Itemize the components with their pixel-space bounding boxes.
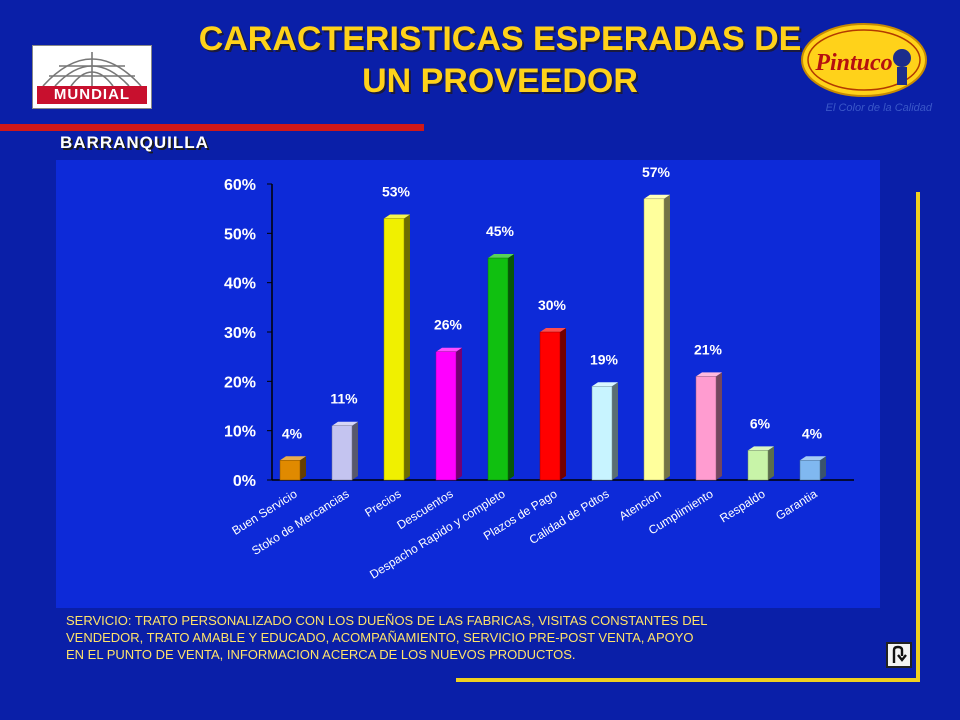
title-line-1: CARACTERISTICAS ESPERADAS DE [198,20,802,58]
bar-side [456,347,462,480]
bar-side [300,456,306,480]
data-label: 57% [642,164,671,180]
bar-chart: 0%10%20%30%40%50%60%4%Buen Servicio11%St… [224,164,854,582]
bar [747,450,769,481]
bar-top [644,194,670,199]
bar [799,460,821,481]
y-tick-label: 30% [224,325,256,342]
pintuco-logo-text: Pintuco [814,50,892,76]
bar-side [404,214,410,480]
bar-side [820,456,826,480]
data-label: 19% [590,351,619,367]
data-label: 4% [802,425,823,441]
return-arrow-icon [892,645,907,663]
bar-side [768,446,774,480]
bar [591,386,613,481]
pintuco-tagline: El Color de la Calidad [825,102,932,114]
bar-side [612,382,618,480]
y-tick-label: 40% [224,276,256,293]
category-label: Respaldo [717,486,768,525]
city-subtitle: BARRANQUILLA [60,133,209,152]
bar-top [696,372,722,377]
title-line-2: UN PROVEEDOR [362,62,638,100]
page-title: CARACTERISTICAS ESPERADAS DE UN PROVEEDO… [130,18,870,102]
bar-side [352,421,358,480]
category-label: Precios [362,487,403,520]
category-label: Stoko de Mercancias [249,487,351,558]
return-button[interactable] [886,642,912,668]
bar-top [592,382,618,387]
bar-top [332,421,358,426]
data-label: 4% [282,425,303,441]
bar-top [436,347,462,352]
bar-top [488,254,514,258]
bar [487,257,509,481]
service-note: SERVICIO: TRATO PERSONALIZADO CON LOS DU… [66,613,708,662]
y-tick-label: 20% [224,374,256,391]
bar-top [800,456,826,461]
bar-top [280,456,306,461]
chart-panel: 0% 10% 20% 30% 40% 50% 60% 4% Buen Servicio 11% St… [56,160,880,608]
red-divider [0,124,424,131]
pintuco-emblem-icon: Pintuco [801,23,927,97]
bar [435,351,457,481]
data-label: 26% [434,317,463,333]
bar [383,218,405,481]
data-label: 30% [538,297,567,313]
globe-icon [42,52,142,87]
bar [695,376,717,481]
bar-side [508,254,514,480]
bar-top [384,214,410,219]
bar-top [540,328,566,332]
data-label: 6% [750,415,771,431]
bar-side [664,194,670,481]
bar [643,198,665,481]
category-label: Garantia [773,487,820,523]
bar [331,425,353,481]
y-tick-label: 0% [233,473,256,490]
y-tick-label: 10% [224,424,256,441]
data-label: 53% [382,184,411,200]
bar [539,331,561,481]
bar-side [560,328,566,480]
data-label: 21% [694,341,723,357]
bar-side [716,372,722,480]
mundial-logo: MUNDIAL [32,45,152,109]
y-tick-label: 60% [224,177,256,194]
bar [279,460,301,481]
data-label: 11% [330,391,358,407]
y-tick-label: 50% [224,226,256,243]
pintuco-logo: Pintuco El Color de la Calidad [796,22,936,120]
mundial-logo-text: MUNDIAL [37,86,147,104]
frame-right-border [916,192,920,680]
frame-bottom-border [456,678,920,682]
bar-top [748,446,774,451]
data-label: 45% [486,223,515,239]
